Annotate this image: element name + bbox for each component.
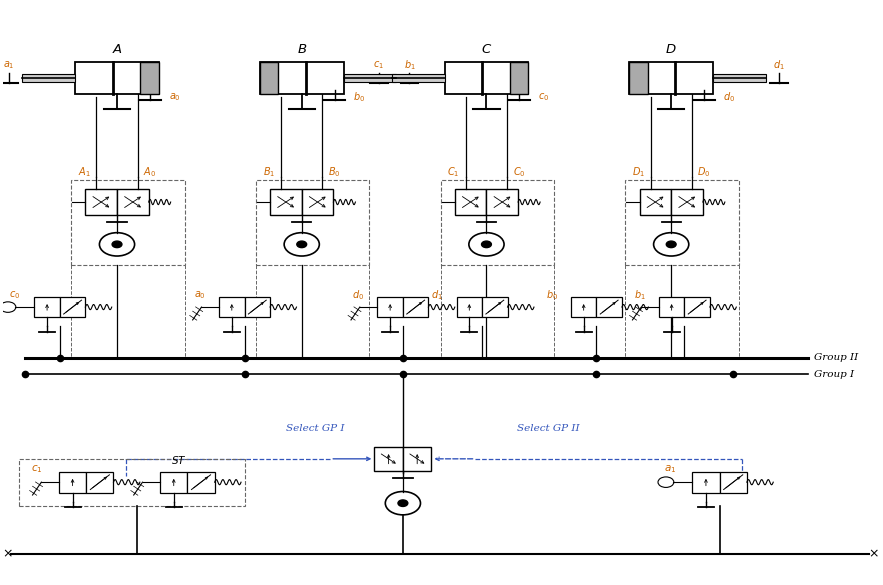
Bar [487, 189, 518, 215]
Text: $a_{1}$: $a_{1}$ [664, 463, 676, 475]
Bar [713, 74, 766, 82]
Bar [659, 297, 684, 317]
Bar [260, 62, 343, 94]
Circle shape [667, 241, 676, 247]
Bar [343, 74, 396, 82]
Text: $B_{1}$: $B_{1}$ [262, 166, 275, 180]
Bar [260, 62, 278, 94]
Text: $D_{1}$: $D_{1}$ [631, 166, 645, 180]
Bar [392, 74, 445, 82]
Bar [256, 180, 369, 266]
Text: $d_{0}$: $d_{0}$ [723, 91, 735, 105]
Bar [630, 62, 713, 94]
Text: Select GP II: Select GP II [517, 424, 579, 433]
Bar [87, 472, 114, 493]
Text: $C$: $C$ [481, 43, 492, 56]
Bar [22, 74, 75, 82]
Bar [117, 189, 148, 215]
Text: Group I: Group I [814, 370, 854, 378]
Bar [377, 297, 403, 317]
Bar [625, 180, 739, 266]
Text: Select GP I: Select GP I [286, 424, 344, 433]
Text: $c_{0}$: $c_{0}$ [539, 92, 550, 104]
Text: $\times$: $\times$ [868, 548, 879, 560]
Bar [509, 62, 528, 94]
Text: $a_{1}$: $a_{1}$ [4, 59, 15, 71]
Bar [571, 297, 596, 317]
Bar [75, 62, 159, 94]
Text: $d_{1}$: $d_{1}$ [773, 58, 785, 72]
Bar [445, 62, 528, 94]
Bar [219, 297, 245, 317]
Bar [692, 472, 720, 493]
Text: $A_{1}$: $A_{1}$ [78, 166, 91, 180]
Bar [60, 297, 86, 317]
Bar [403, 297, 428, 317]
Bar [639, 189, 671, 215]
Bar [720, 472, 747, 493]
Text: $b_{0}$: $b_{0}$ [546, 288, 557, 302]
Text: $D_{0}$: $D_{0}$ [698, 166, 711, 180]
Bar [160, 472, 187, 493]
Text: $d_{0}$: $d_{0}$ [352, 288, 364, 302]
Bar [630, 62, 648, 94]
Text: $ST$: $ST$ [170, 454, 186, 466]
Text: $a_{0}$: $a_{0}$ [169, 92, 180, 104]
Text: $A_{0}$: $A_{0}$ [143, 166, 156, 180]
Text: $d_{1}$: $d_{1}$ [431, 288, 443, 302]
Bar [270, 189, 302, 215]
Text: $B$: $B$ [297, 43, 307, 56]
Text: $c_{0}$: $c_{0}$ [10, 290, 20, 301]
Text: Group II: Group II [814, 353, 858, 362]
Circle shape [297, 241, 306, 247]
Text: $c_{1}$: $c_{1}$ [31, 463, 42, 475]
Text: $C_{1}$: $C_{1}$ [448, 166, 460, 180]
Bar [441, 180, 555, 266]
Bar [596, 297, 622, 317]
Text: $a_{0}$: $a_{0}$ [193, 290, 206, 301]
Bar [671, 189, 703, 215]
Bar [19, 459, 245, 505]
Text: $c_{1}$: $c_{1}$ [374, 59, 384, 71]
Bar [72, 180, 185, 266]
Circle shape [112, 241, 122, 247]
Bar [140, 62, 159, 94]
Text: $A$: $A$ [111, 43, 123, 56]
Bar [34, 297, 60, 317]
Bar [455, 189, 487, 215]
Circle shape [481, 241, 491, 247]
Bar [245, 297, 270, 317]
Text: $b_{1}$: $b_{1}$ [634, 288, 645, 302]
Circle shape [398, 500, 408, 507]
Bar [457, 297, 482, 317]
Text: $C_{0}$: $C_{0}$ [513, 166, 525, 180]
Text: $B_{0}$: $B_{0}$ [328, 166, 341, 180]
Bar [482, 297, 508, 317]
Text: $b_{1}$: $b_{1}$ [404, 58, 415, 72]
Bar [59, 472, 87, 493]
Text: $b_{0}$: $b_{0}$ [353, 91, 366, 105]
Bar [86, 189, 117, 215]
Text: $\times$: $\times$ [2, 548, 12, 560]
Bar [302, 189, 334, 215]
Text: $D$: $D$ [666, 43, 677, 56]
Bar [187, 472, 215, 493]
Bar [684, 297, 710, 317]
Bar [374, 446, 403, 471]
Bar [403, 446, 432, 471]
